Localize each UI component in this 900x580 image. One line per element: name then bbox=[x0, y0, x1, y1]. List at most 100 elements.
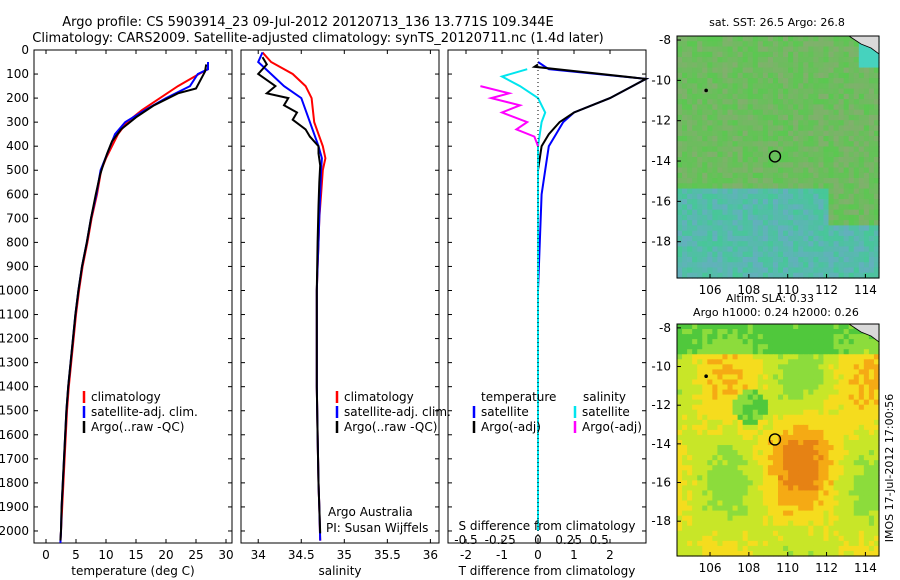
map-cell bbox=[712, 419, 718, 426]
map-cell bbox=[757, 334, 764, 340]
map-cell bbox=[762, 399, 769, 406]
map-cell bbox=[722, 500, 729, 507]
map-cell bbox=[722, 334, 729, 340]
map-cell bbox=[788, 384, 794, 391]
map-cell bbox=[752, 334, 759, 340]
map-cell bbox=[677, 450, 683, 456]
map-cell bbox=[727, 455, 734, 461]
map-cell bbox=[757, 62, 764, 69]
map-cell bbox=[687, 151, 693, 158]
map-cell bbox=[858, 455, 865, 461]
map-cell bbox=[747, 99, 754, 105]
map-cell bbox=[682, 460, 688, 466]
map-cell bbox=[838, 272, 845, 279]
map-cell bbox=[747, 51, 754, 58]
map-cell bbox=[682, 540, 688, 547]
map-cell bbox=[788, 262, 794, 269]
map-cell bbox=[788, 399, 794, 406]
map-cell bbox=[783, 349, 789, 355]
map-cell bbox=[727, 209, 734, 216]
map-cell bbox=[752, 525, 759, 532]
x-tick-label: 112 bbox=[815, 283, 838, 297]
map-cell bbox=[722, 389, 729, 396]
map-cell bbox=[687, 404, 693, 411]
map-cell bbox=[783, 445, 789, 451]
map-cell bbox=[772, 183, 779, 190]
map-cell bbox=[803, 125, 809, 132]
map-cell bbox=[793, 324, 799, 330]
map-cell bbox=[853, 359, 860, 365]
map-cell bbox=[778, 235, 784, 242]
map-cell bbox=[803, 209, 809, 216]
map-cell bbox=[818, 62, 825, 69]
map-cell bbox=[732, 93, 739, 100]
map-cell bbox=[732, 141, 739, 148]
map-cell bbox=[732, 475, 739, 481]
map-cell bbox=[828, 399, 835, 406]
map-cell bbox=[828, 162, 835, 169]
map-cell bbox=[858, 178, 865, 184]
map-cell bbox=[747, 151, 754, 158]
map-cell bbox=[772, 235, 779, 242]
map-cell bbox=[823, 329, 830, 335]
map-cell bbox=[798, 125, 804, 132]
map-cell bbox=[823, 450, 830, 456]
map-cell bbox=[858, 114, 865, 121]
map-cell bbox=[692, 359, 698, 365]
map-cell bbox=[682, 267, 688, 274]
map-cell bbox=[717, 419, 724, 426]
map-cell bbox=[767, 135, 774, 142]
map-cell bbox=[682, 434, 688, 441]
map-cell bbox=[677, 434, 683, 441]
map-cell bbox=[818, 520, 825, 527]
map-cell bbox=[752, 530, 759, 537]
map-cell bbox=[722, 445, 729, 451]
map-cell bbox=[873, 130, 880, 137]
map-cell bbox=[707, 120, 713, 127]
map-cell bbox=[712, 384, 718, 391]
map-cell bbox=[712, 46, 718, 53]
map-cell bbox=[838, 394, 845, 401]
map-cell bbox=[752, 36, 759, 42]
map-cell bbox=[702, 384, 708, 391]
map-cell bbox=[808, 414, 814, 421]
map-cell bbox=[833, 114, 840, 121]
map-cell bbox=[778, 125, 784, 132]
map-cell bbox=[717, 157, 724, 163]
map-cell bbox=[737, 204, 744, 211]
map-cell bbox=[778, 141, 784, 148]
map-cell bbox=[687, 520, 693, 527]
y-tick-label: 1500 bbox=[0, 404, 29, 418]
map-cell bbox=[707, 419, 713, 426]
map-cell bbox=[712, 193, 718, 200]
map-cell bbox=[677, 130, 683, 137]
map-cell bbox=[813, 505, 819, 512]
map-cell bbox=[707, 339, 713, 345]
map-cell bbox=[823, 214, 830, 221]
map-cell bbox=[858, 495, 865, 502]
map-cell bbox=[848, 214, 855, 221]
map-cell bbox=[833, 199, 840, 205]
map-cell bbox=[692, 364, 698, 370]
map-cell bbox=[757, 440, 764, 446]
map-cell bbox=[682, 46, 688, 53]
map-cell bbox=[747, 409, 754, 416]
map-cell bbox=[783, 151, 789, 158]
map-cell bbox=[722, 495, 729, 502]
map-cell bbox=[757, 178, 764, 184]
map-cell bbox=[873, 384, 880, 391]
map-cell bbox=[858, 267, 865, 274]
map-cell bbox=[833, 246, 840, 253]
map-cell bbox=[863, 389, 870, 396]
map-cell bbox=[767, 490, 774, 497]
map-cell bbox=[778, 120, 784, 127]
map-cell bbox=[793, 93, 799, 100]
map-cell bbox=[823, 440, 830, 446]
map-cell bbox=[697, 220, 703, 226]
map-cell bbox=[803, 57, 809, 63]
map-cell bbox=[793, 389, 799, 396]
map-cell bbox=[863, 114, 870, 121]
map-cell bbox=[808, 334, 814, 340]
sla-map-panel: 106 108 110 112 114-8-10-12-14-16-18 bbox=[651, 321, 880, 575]
map-cell bbox=[722, 354, 729, 360]
